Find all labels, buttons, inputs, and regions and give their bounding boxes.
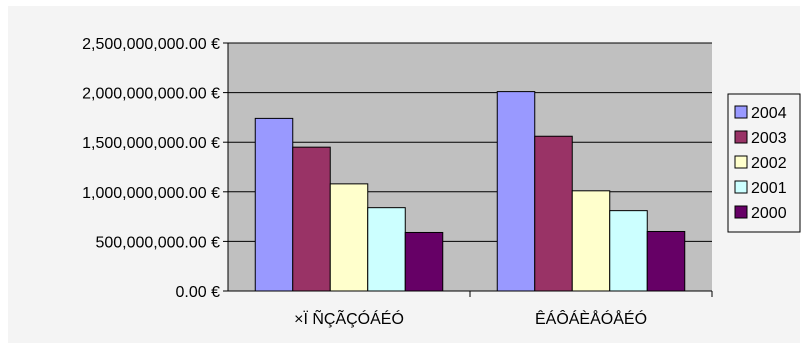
legend-swatch: [734, 130, 748, 144]
legend-swatch: [734, 180, 748, 194]
y-axis-tick-labels: 0.00 € 500,000,000.00 € 1,000,000,000.00 €…: [82, 36, 220, 301]
bar-2002: [329, 183, 369, 292]
y-tick-label: 500,000,000.00 €: [95, 234, 220, 251]
legend-label: 2000: [751, 205, 787, 222]
y-tick-label: 0.00 €: [176, 284, 221, 301]
bar-2004: [496, 91, 536, 292]
y-tick-label: 2,000,000,000.00 €: [82, 86, 220, 103]
y-tick-label: 1,500,000,000.00 €: [82, 135, 220, 152]
x-category-label: ×Ï ÑÇÃÇÓÁÉÓ: [294, 308, 404, 328]
bar-2001: [367, 207, 406, 292]
y-tick-label: 1,000,000,000.00 €: [82, 185, 220, 202]
bar-2000: [646, 230, 686, 292]
y-tick-label: 2,500,000,000.00 €: [82, 36, 220, 53]
bar-2000: [404, 231, 444, 292]
bar-2003: [292, 146, 331, 292]
legend-label: 2002: [751, 155, 787, 172]
bar-2002: [571, 190, 611, 292]
bars: [254, 91, 686, 292]
legend: 2004 2003 2002 2001 2000: [727, 93, 801, 233]
bar-2004: [254, 117, 294, 292]
legend-swatch: [734, 205, 748, 219]
axes: [223, 42, 713, 297]
legend-swatch: [734, 155, 748, 169]
legend-label: 2001: [751, 180, 787, 197]
bar-2003: [534, 135, 573, 292]
legend-swatch: [734, 105, 748, 119]
bar-2001: [609, 210, 648, 292]
x-category-label: ÊÁÔÁÈÅÓÅÉÓ: [535, 309, 647, 328]
x-axis-category-labels: ×Ï ÑÇÃÇÓÁÉÓ ÊÁÔÁÈÅÓÅÉÓ: [294, 308, 647, 328]
legend-label: 2004: [751, 105, 787, 122]
legend-label: 2003: [751, 130, 787, 147]
